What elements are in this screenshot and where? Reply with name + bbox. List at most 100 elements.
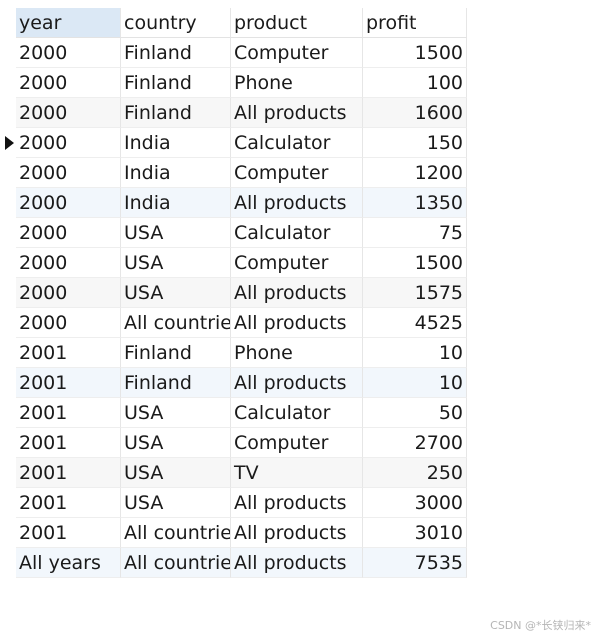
row-gutter[interactable] [0,458,16,488]
cell-product[interactable]: Phone [231,68,363,98]
cell-product[interactable]: All products [231,308,363,338]
cell-product[interactable]: All products [231,368,363,398]
cell-profit[interactable]: 1200 [363,158,467,188]
cell-year[interactable]: 2000 [16,248,121,278]
row-gutter[interactable] [0,398,16,428]
cell-profit[interactable]: 1500 [363,38,467,68]
row-gutter[interactable] [0,278,16,308]
cell-country[interactable]: Finland [121,338,231,368]
table-row[interactable]: 2000 India Calculator 150 [0,128,467,158]
cell-product[interactable]: All products [231,518,363,548]
row-gutter[interactable] [0,518,16,548]
table-row[interactable]: 2000 Finland All products 1600 [0,98,467,128]
cell-profit[interactable]: 10 [363,338,467,368]
cell-year[interactable]: 2001 [16,518,121,548]
cell-year[interactable]: 2001 [16,398,121,428]
row-gutter[interactable] [0,188,16,218]
cell-year[interactable]: 2000 [16,38,121,68]
row-gutter[interactable] [0,308,16,338]
table-row[interactable]: All years All countries All products 7535 [0,548,467,578]
cell-year[interactable]: 2000 [16,128,121,158]
cell-profit[interactable]: 1600 [363,98,467,128]
cell-country[interactable]: India [121,188,231,218]
row-gutter[interactable] [0,68,16,98]
cell-product[interactable]: All products [231,188,363,218]
cell-year[interactable]: 2001 [16,458,121,488]
cell-country[interactable]: USA [121,458,231,488]
table-row[interactable]: 2000 India Computer 1200 [0,158,467,188]
table-row[interactable]: 2001 USA All products 3000 [0,488,467,518]
cell-year[interactable]: 2000 [16,68,121,98]
table-row[interactable]: 2000 Finland Computer 1500 [0,38,467,68]
table-row[interactable]: 2001 All countries All products 3010 [0,518,467,548]
row-gutter[interactable] [0,218,16,248]
cell-year[interactable]: 2000 [16,278,121,308]
row-gutter[interactable] [0,98,16,128]
cell-year[interactable]: 2001 [16,428,121,458]
row-gutter[interactable] [0,428,16,458]
cell-year[interactable]: 2001 [16,338,121,368]
cell-profit[interactable]: 10 [363,368,467,398]
cell-profit[interactable]: 150 [363,128,467,158]
table-row[interactable]: 2001 USA Computer 2700 [0,428,467,458]
cell-year[interactable]: 2000 [16,158,121,188]
cell-year[interactable]: All years [16,548,121,578]
table-row[interactable]: 2001 Finland All products 10 [0,368,467,398]
cell-product[interactable]: All products [231,488,363,518]
table-row[interactable]: 2000 All countries All products 4525 [0,308,467,338]
cell-profit[interactable]: 75 [363,218,467,248]
column-header-profit[interactable]: profit [363,8,467,38]
table-row[interactable]: 2000 USA All products 1575 [0,278,467,308]
table-row[interactable]: 2000 Finland Phone 100 [0,68,467,98]
cell-product[interactable]: Computer [231,248,363,278]
cell-product[interactable]: Phone [231,338,363,368]
cell-year[interactable]: 2000 [16,188,121,218]
table-row[interactable]: 2000 India All products 1350 [0,188,467,218]
cell-country[interactable]: USA [121,488,231,518]
table-row[interactable]: 2001 Finland Phone 10 [0,338,467,368]
cell-country[interactable]: All countries [121,548,231,578]
cell-profit[interactable]: 3010 [363,518,467,548]
cell-profit[interactable]: 1500 [363,248,467,278]
cell-country[interactable]: Finland [121,368,231,398]
row-gutter[interactable] [0,488,16,518]
table-row[interactable]: 2000 USA Computer 1500 [0,248,467,278]
cell-country[interactable]: Finland [121,68,231,98]
cell-profit[interactable]: 50 [363,398,467,428]
cell-product[interactable]: Computer [231,38,363,68]
cell-year[interactable]: 2000 [16,218,121,248]
row-gutter[interactable] [0,248,16,278]
cell-country[interactable]: USA [121,218,231,248]
cell-profit[interactable]: 100 [363,68,467,98]
cell-profit[interactable]: 1350 [363,188,467,218]
row-gutter[interactable] [0,338,16,368]
cell-product[interactable]: Calculator [231,398,363,428]
column-header-country[interactable]: country [121,8,231,38]
cell-country[interactable]: USA [121,428,231,458]
table-row[interactable]: 2000 USA Calculator 75 [0,218,467,248]
cell-country[interactable]: India [121,128,231,158]
cell-country[interactable]: Finland [121,98,231,128]
cell-country[interactable]: All countries [121,308,231,338]
cell-profit[interactable]: 7535 [363,548,467,578]
table-row[interactable]: 2001 USA TV 250 [0,458,467,488]
cell-profit[interactable]: 1575 [363,278,467,308]
cell-profit[interactable]: 3000 [363,488,467,518]
cell-product[interactable]: Computer [231,428,363,458]
row-gutter[interactable] [0,548,16,578]
cell-year[interactable]: 2000 [16,98,121,128]
row-gutter[interactable] [0,128,16,158]
cell-country[interactable]: India [121,158,231,188]
cell-year[interactable]: 2001 [16,488,121,518]
cell-country[interactable]: USA [121,398,231,428]
cell-profit[interactable]: 2700 [363,428,467,458]
cell-year[interactable]: 2000 [16,308,121,338]
cell-product[interactable]: TV [231,458,363,488]
cell-country[interactable]: USA [121,248,231,278]
column-header-year[interactable]: year [16,8,121,38]
cell-product[interactable]: All products [231,278,363,308]
cell-country[interactable]: Finland [121,38,231,68]
cell-product[interactable]: All products [231,548,363,578]
cell-country[interactable]: USA [121,278,231,308]
cell-product[interactable]: All products [231,98,363,128]
